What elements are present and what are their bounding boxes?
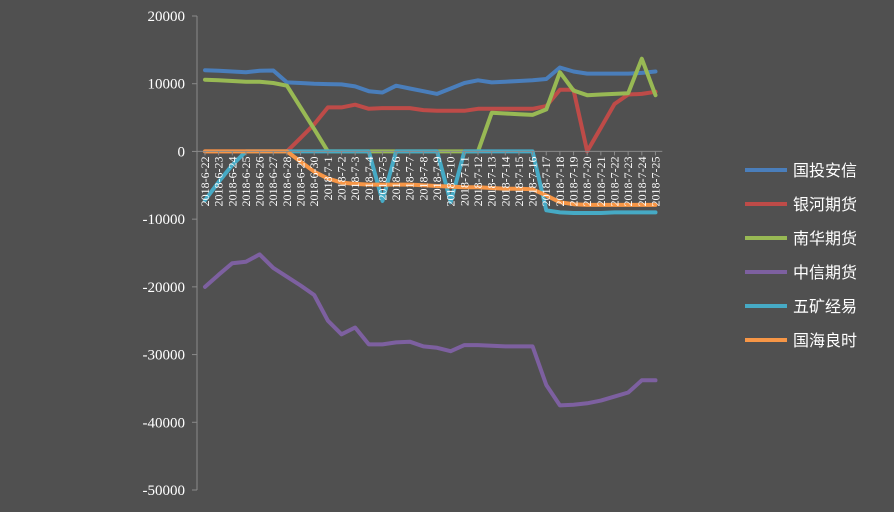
x-tick-label: 2018-7-20 <box>580 156 594 206</box>
x-tick-label: 2018-7-17 <box>539 156 553 206</box>
x-tick-label: 2018-6-24 <box>225 156 239 206</box>
legend-label: 银河期货 <box>793 195 857 214</box>
x-tick-label: 2018-6-22 <box>198 156 212 206</box>
series-lines <box>203 56 658 408</box>
x-tick-label: 2018-7-13 <box>485 156 499 206</box>
legend-label: 国投安信 <box>793 161 857 180</box>
x-tick-label: 2018-6-23 <box>212 156 226 206</box>
x-tick-label: 2018-7-2 <box>335 156 349 200</box>
legend-label: 中信期货 <box>793 263 857 282</box>
legend-label: 五矿经易 <box>793 297 857 316</box>
x-tick-label: 2018-7-10 <box>444 156 458 206</box>
y-tick-label: 0 <box>178 144 186 160</box>
x-tick-label: 2018-7-14 <box>498 156 512 206</box>
x-tick-label: 2018-7-7 <box>403 156 417 200</box>
y-tick-label: -50000 <box>143 483 186 499</box>
y-tick-label: -40000 <box>143 415 186 431</box>
series-line-4 <box>203 252 658 408</box>
y-tick-label: 10000 <box>148 77 186 93</box>
x-tick-label: 2018-7-9 <box>430 156 444 200</box>
x-tick-label: 2018-7-4 <box>362 156 376 200</box>
x-tick-label: 2018-7-3 <box>348 156 362 200</box>
x-tick-label: 2018-7-12 <box>471 156 485 206</box>
x-tick-label: 2018-7-6 <box>389 156 403 200</box>
y-tick-label: -30000 <box>143 348 186 364</box>
legend-label: 南华期货 <box>793 229 857 248</box>
y-tick-label: -10000 <box>143 212 186 228</box>
series-line-1 <box>203 65 658 96</box>
x-tick-label: 2018-7-18 <box>553 156 567 206</box>
x-tick-label: 2018-7-19 <box>567 156 581 206</box>
x-tick-label: 2018-7-11 <box>457 156 471 206</box>
x-tick-label: 2018-7-22 <box>608 156 622 206</box>
x-tick-label: 2018-6-27 <box>266 156 280 206</box>
series-line-2 <box>203 87 658 154</box>
x-tick-label: 2018-7-25 <box>648 156 662 206</box>
y-axis: 20000 10000 0 -10000 -20000 -30000 -40000 -5000… <box>143 9 198 499</box>
x-axis: 2018-6-22 2018-6-23 2018-6-24 2018-6-25 2018… <box>197 150 662 206</box>
x-tick-label: 2018-6-28 <box>280 156 294 206</box>
x-tick-label: 2018-6-30 <box>307 156 321 206</box>
x-tick-label: 2018-6-25 <box>239 156 253 206</box>
x-tick-label: 2018-7-16 <box>526 156 540 206</box>
x-tick-label: 2018-6-29 <box>294 156 308 206</box>
legend-label: 国海良时 <box>793 331 857 350</box>
x-tick-label: 2018-7-5 <box>375 156 389 200</box>
y-tick-label: -20000 <box>143 280 186 296</box>
x-tick-label: 2018-7-15 <box>512 156 526 206</box>
x-tick-label: 2018-7-24 <box>635 156 649 206</box>
x-tick-label: 2018-7-8 <box>416 156 430 200</box>
x-tick-label: 2018-6-26 <box>253 156 267 206</box>
x-tick-label: 2018-7-21 <box>594 156 608 206</box>
x-tick-label: 2018-7-1 <box>321 156 335 200</box>
y-tick-label: 20000 <box>148 9 186 25</box>
x-tick-label: 2018-7-23 <box>621 156 635 206</box>
